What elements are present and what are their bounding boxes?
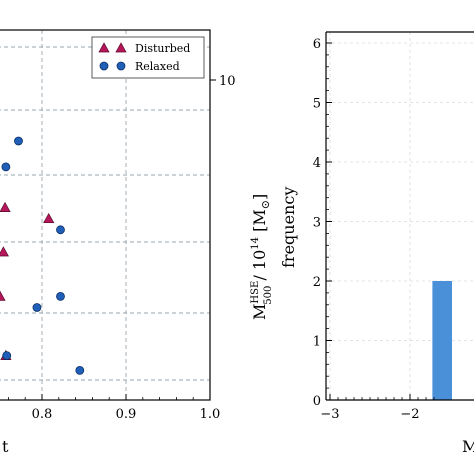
legend-label: Relaxed xyxy=(135,60,180,73)
relaxed-point xyxy=(1,162,11,172)
relaxed-point xyxy=(32,303,42,312)
left-x-tick-label: 1.0 xyxy=(200,407,221,422)
ylabel-unit-sub: ⊙ xyxy=(259,200,272,209)
right-y-tick-label: 4 xyxy=(313,156,321,171)
right-x-label-fragment: M xyxy=(462,437,474,456)
legend-circle-marker xyxy=(99,61,109,71)
right-y-tick-label: 3 xyxy=(313,216,321,231)
relaxed-point xyxy=(2,351,12,361)
right-bars xyxy=(432,281,452,400)
ylabel-main: M xyxy=(250,304,269,320)
left-scatter-panel: 0.8 0.9 1.0 Disturbed Relaxed t xyxy=(0,29,221,456)
ylabel-exp: 14 xyxy=(250,237,261,250)
ylabel-sub: 500 xyxy=(263,286,274,305)
histogram-bar xyxy=(432,281,452,400)
legend-box xyxy=(91,36,205,79)
ylabel-rest: / 10 xyxy=(250,250,269,286)
legend-triangle-marker xyxy=(115,42,127,53)
ylabel-unit: [M xyxy=(250,209,269,237)
right-y-axis-label: MHSE 500 / 1014 [M⊙] xyxy=(250,194,274,320)
right-y-tick-label: 6 xyxy=(313,37,321,52)
right-x-axis: −3 −2 xyxy=(320,394,435,422)
legend-label: Disturbed xyxy=(135,42,190,55)
left-x-label-fragment: t xyxy=(2,437,9,456)
legend-triangle-marker xyxy=(98,42,110,53)
right-y-tick-label-10: 10 xyxy=(219,74,236,89)
relaxed-point xyxy=(75,365,85,375)
left-plot-frame xyxy=(0,29,211,401)
right-y-tick-label: 2 xyxy=(313,275,321,290)
right-y-tick-label: 0 xyxy=(313,394,321,409)
right-y-tick-label: 5 xyxy=(313,97,321,112)
left-x-axis: 0.8 0.9 1.0 xyxy=(7,394,221,422)
right-y-axis-label: frequency xyxy=(279,187,298,268)
left-x-tick-label: 0.8 xyxy=(32,407,53,422)
disturbed-point xyxy=(0,201,11,212)
left-panel-right-y-axis: 10 MHSE 500 / 1014 [M⊙] xyxy=(210,74,274,320)
right-x-tick-label: −3 xyxy=(320,407,339,422)
ylabel-unit-close: ] xyxy=(250,194,269,200)
right-x-tick-label: −2 xyxy=(400,407,419,422)
left-grid xyxy=(0,30,210,400)
legend: Disturbed Relaxed xyxy=(91,36,205,79)
relaxed-point xyxy=(56,291,65,301)
ylabel-sup: HSE xyxy=(250,281,261,304)
relaxed-point xyxy=(14,136,23,146)
right-grid xyxy=(326,32,474,400)
right-histogram-panel: 0 1 2 3 4 5 6 −3 −2 frequency M xyxy=(279,31,474,456)
disturbed-point xyxy=(43,212,55,224)
relaxed-point xyxy=(56,225,65,235)
right-y-axis: 0 1 2 3 4 5 6 xyxy=(313,37,332,409)
left-data-points xyxy=(0,136,85,375)
disturbed-point xyxy=(0,246,9,257)
left-x-tick-label: 0.9 xyxy=(116,407,137,422)
disturbed-point xyxy=(0,290,6,301)
right-y-tick-label: 1 xyxy=(313,335,321,350)
legend-circle-marker xyxy=(116,61,126,71)
